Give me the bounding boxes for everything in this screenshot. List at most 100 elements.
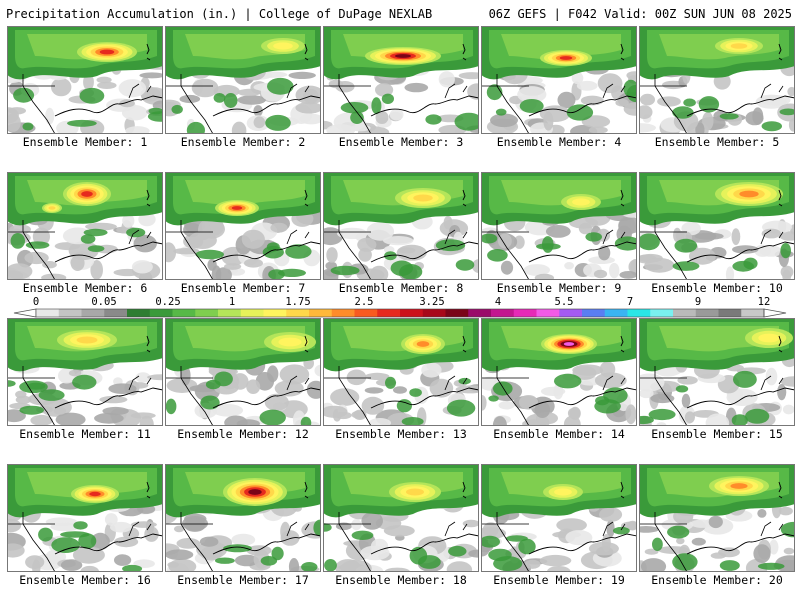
precip-map: [7, 26, 163, 134]
colorbar-swatch: [81, 309, 105, 317]
colorbar-swatch: [331, 309, 355, 317]
colorbar-tick-label: 0.05: [91, 296, 117, 308]
ensemble-member-map: [7, 172, 163, 280]
colorbar-swatch: [195, 309, 219, 317]
ensemble-member-label: Ensemble Member: 14: [493, 427, 625, 441]
ensemble-member-label: Ensemble Member: 8: [338, 281, 464, 295]
ensemble-member-map: [481, 318, 637, 426]
colorbar-max-arrow: [763, 308, 787, 318]
precip-map: [481, 172, 637, 280]
ensemble-member-label: Ensemble Member: 6: [22, 281, 148, 295]
colorbar-swatch: [377, 309, 401, 317]
colorbar-swatch: [741, 309, 765, 317]
colorbar-swatch: [149, 309, 173, 317]
precip-colorbar: [13, 308, 787, 318]
product-title: Precipitation Accumulation (in.) | Colle…: [6, 7, 433, 21]
colorbar-tick-label: 12: [757, 296, 771, 308]
valid-time-title: 06Z GEFS | F042 Valid: 00Z SUN JUN 08 20…: [488, 7, 792, 21]
colorbar-swatch: [240, 309, 264, 317]
ensemble-member-map: [165, 318, 321, 426]
ensemble-member-label: Ensemble Member: 3: [338, 135, 464, 149]
colorbar-swatch: [491, 309, 515, 317]
precip-map: [7, 464, 163, 572]
colorbar-tick-label: 0.25: [155, 296, 181, 308]
colorbar-swatch: [218, 309, 242, 317]
colorbar-tick-label: 3.25: [419, 296, 445, 308]
colorbar-swatch: [445, 309, 469, 317]
colorbar-swatch: [650, 309, 674, 317]
ensemble-member-label: Ensemble Member: 15: [651, 427, 783, 441]
ensemble-member-label: Ensemble Member: 11: [19, 427, 151, 441]
ensemble-member-label: Ensemble Member: 7: [180, 281, 306, 295]
colorbar-tick-label: 4: [494, 296, 502, 308]
ensemble-member-map: [323, 464, 479, 572]
ensemble-member-map: [481, 26, 637, 134]
ensemble-member-label: Ensemble Member: 4: [496, 135, 622, 149]
precip-map: [639, 318, 795, 426]
ensemble-member-map: [165, 464, 321, 572]
precip-map: [323, 464, 479, 572]
colorbar-swatch: [559, 309, 583, 317]
colorbar-swatch: [58, 309, 82, 317]
colorbar-swatch: [172, 309, 196, 317]
ensemble-member-map: [7, 318, 163, 426]
ensemble-member-map: [7, 26, 163, 134]
precip-map: [481, 26, 637, 134]
ensemble-member-map: [481, 172, 637, 280]
precip-map: [165, 172, 321, 280]
precip-map: [323, 172, 479, 280]
precip-map: [7, 318, 163, 426]
precip-map: [639, 26, 795, 134]
colorbar-tick-label: 9: [694, 296, 702, 308]
colorbar-swatch: [582, 309, 606, 317]
precip-map: [481, 318, 637, 426]
ensemble-member-label: Ensemble Member: 10: [651, 281, 783, 295]
colorbar-swatch: [354, 309, 378, 317]
ensemble-member-map: [639, 26, 795, 134]
precip-map: [165, 318, 321, 426]
ensemble-member-label: Ensemble Member: 16: [19, 573, 151, 587]
ensemble-member-map: [639, 172, 795, 280]
colorbar-tick-label: 7: [626, 296, 634, 308]
colorbar-swatch: [695, 309, 719, 317]
ensemble-member-label: Ensemble Member: 20: [651, 573, 783, 587]
colorbar-swatch: [513, 309, 537, 317]
colorbar-tick-label: 2.5: [354, 296, 374, 308]
ensemble-member-label: Ensemble Member: 1: [22, 135, 148, 149]
colorbar-swatch: [718, 309, 742, 317]
colorbar-swatch: [468, 309, 492, 317]
precip-map: [7, 172, 163, 280]
ensemble-member-map: [165, 26, 321, 134]
ensemble-member-map: [7, 464, 163, 572]
colorbar-swatch: [263, 309, 287, 317]
ensemble-member-label: Ensemble Member: 18: [335, 573, 467, 587]
ensemble-member-label: Ensemble Member: 13: [335, 427, 467, 441]
colorbar-swatch: [536, 309, 560, 317]
precip-map: [165, 464, 321, 572]
ensemble-member-label: Ensemble Member: 2: [180, 135, 306, 149]
precip-map: [639, 464, 795, 572]
ensemble-member-map: [481, 464, 637, 572]
ensemble-member-map: [323, 172, 479, 280]
colorbar-swatch: [309, 309, 333, 317]
colorbar-swatch: [286, 309, 310, 317]
ensemble-member-label: Ensemble Member: 19: [493, 573, 625, 587]
colorbar-swatch: [627, 309, 651, 317]
ensemble-member-map: [165, 172, 321, 280]
colorbar-min-arrow: [13, 308, 37, 318]
ensemble-member-label: Ensemble Member: 9: [496, 281, 622, 295]
ensemble-member-label: Ensemble Member: 5: [654, 135, 780, 149]
colorbar-swatch: [104, 309, 128, 317]
colorbar-tick-label: 5.5: [554, 296, 574, 308]
precip-map: [165, 26, 321, 134]
colorbar-tick-label: 0: [32, 296, 40, 308]
colorbar-swatch: [673, 309, 697, 317]
colorbar-swatch: [127, 309, 151, 317]
colorbar-swatch: [422, 309, 446, 317]
ensemble-member-map: [639, 318, 795, 426]
colorbar-tick-label: 1.75: [285, 296, 311, 308]
ensemble-member-map: [639, 464, 795, 572]
ensemble-member-map: [323, 318, 479, 426]
colorbar-swatch: [36, 309, 60, 317]
colorbar-swatch: [604, 309, 628, 317]
